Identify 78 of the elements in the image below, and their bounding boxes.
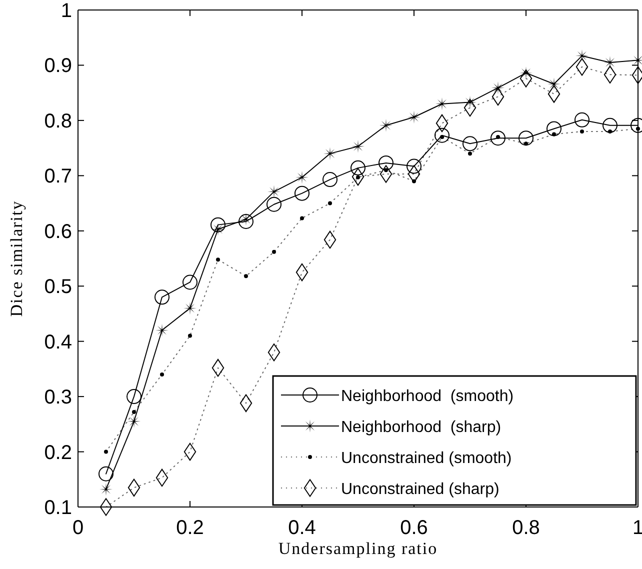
point bbox=[244, 274, 248, 278]
point bbox=[548, 85, 560, 103]
x-tick-label: 0.4 bbox=[288, 517, 316, 539]
point bbox=[518, 130, 534, 146]
point bbox=[546, 121, 562, 136]
point bbox=[378, 155, 394, 170]
point bbox=[216, 258, 220, 262]
point bbox=[188, 334, 192, 338]
point bbox=[238, 214, 254, 229]
point bbox=[268, 343, 280, 362]
point bbox=[350, 160, 366, 176]
point bbox=[580, 129, 584, 134]
point bbox=[552, 132, 556, 136]
point bbox=[160, 372, 164, 376]
y-tick-label: 0.6 bbox=[44, 220, 72, 243]
point bbox=[296, 263, 308, 282]
point bbox=[132, 410, 136, 414]
point bbox=[352, 168, 364, 186]
point bbox=[384, 168, 388, 172]
point bbox=[156, 468, 168, 487]
x-tick-label: 0.2 bbox=[176, 517, 204, 539]
point bbox=[100, 498, 112, 516]
point bbox=[182, 274, 198, 290]
point bbox=[574, 112, 590, 128]
x-tick-label: 0 bbox=[72, 517, 84, 539]
point bbox=[464, 98, 476, 117]
legend-label: Neighborhood (sharp) bbox=[341, 419, 502, 436]
x-tick-label: 0.8 bbox=[512, 517, 540, 539]
point bbox=[356, 175, 360, 180]
y-tick-label: 0.9 bbox=[44, 55, 72, 78]
y-tick-label: 0.2 bbox=[44, 442, 72, 464]
y-tick-label: 0.3 bbox=[44, 386, 72, 409]
point bbox=[324, 147, 336, 160]
point bbox=[98, 466, 114, 482]
point bbox=[520, 70, 532, 88]
point bbox=[128, 478, 140, 497]
y-tick-label: 0.5 bbox=[44, 276, 72, 298]
point bbox=[104, 450, 108, 454]
point bbox=[240, 394, 252, 412]
point bbox=[322, 172, 338, 188]
point bbox=[436, 114, 448, 132]
point bbox=[604, 66, 616, 84]
legend-label: Unconstrained (smooth) bbox=[341, 450, 512, 467]
point bbox=[602, 118, 618, 133]
point bbox=[294, 186, 310, 201]
point bbox=[468, 152, 472, 156]
point bbox=[406, 158, 422, 174]
y-tick-label: 0.8 bbox=[44, 110, 72, 132]
y-tick-label: 0.7 bbox=[44, 166, 72, 188]
point bbox=[408, 165, 420, 183]
point bbox=[328, 201, 332, 206]
point bbox=[380, 165, 392, 183]
point bbox=[212, 358, 224, 377]
point bbox=[210, 217, 226, 232]
point bbox=[492, 88, 504, 106]
point bbox=[576, 58, 588, 76]
point bbox=[524, 142, 528, 146]
point bbox=[184, 442, 196, 461]
x-tick-label: 0.6 bbox=[400, 517, 428, 539]
point bbox=[126, 389, 142, 404]
y-tick-label: 0.1 bbox=[44, 497, 72, 519]
point bbox=[266, 196, 282, 212]
legend-label: Neighborhood (smooth) bbox=[341, 388, 514, 405]
y-tick-label: 0.4 bbox=[44, 331, 72, 354]
point bbox=[608, 129, 612, 134]
x-axis-title: Undersampling ratio bbox=[278, 539, 438, 558]
y-tick-label: 1 bbox=[60, 0, 72, 22]
point bbox=[324, 230, 336, 249]
point bbox=[380, 118, 392, 132]
y-axis-title: Dice similarity bbox=[7, 200, 26, 317]
point bbox=[300, 216, 304, 220]
point bbox=[490, 130, 506, 146]
point bbox=[154, 290, 170, 305]
point bbox=[434, 128, 450, 143]
point bbox=[462, 136, 478, 152]
legend-label: Unconstrained (sharp) bbox=[341, 481, 500, 498]
point bbox=[128, 414, 140, 428]
point bbox=[272, 250, 276, 254]
